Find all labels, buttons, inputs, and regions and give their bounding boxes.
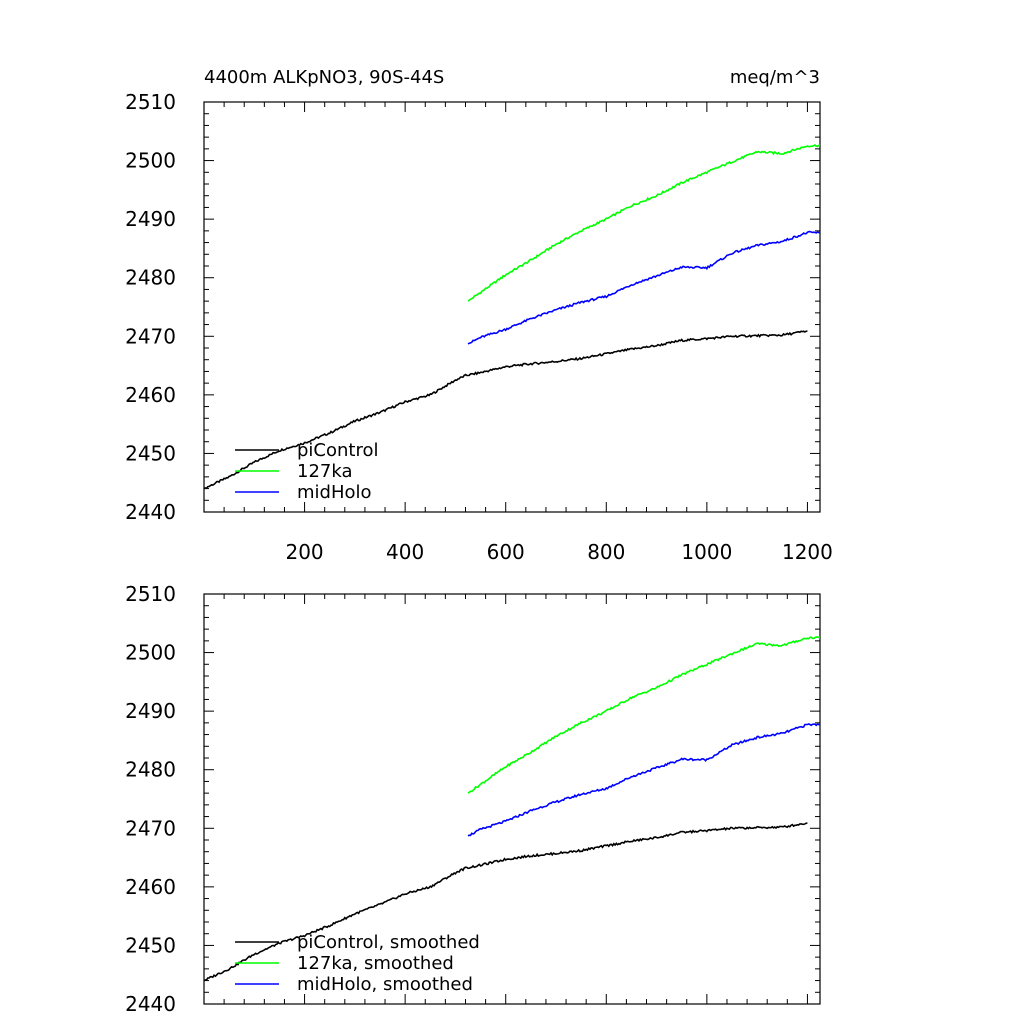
legend-label: piControl bbox=[297, 440, 379, 461]
y-tick-label: 2460 bbox=[125, 875, 176, 899]
series-line-picontrol bbox=[203, 822, 808, 982]
x-tick-label: 200 bbox=[285, 540, 323, 564]
series-line-127ka bbox=[467, 144, 821, 302]
series-line-picontrol bbox=[203, 330, 808, 490]
legend-label: midHolo, smoothed bbox=[297, 974, 473, 995]
series-line-midholo bbox=[467, 230, 820, 345]
y-tick-label: 2440 bbox=[125, 500, 176, 524]
series-line-127ka bbox=[467, 636, 821, 794]
legend-label: midHolo bbox=[297, 482, 372, 503]
y-tick-label: 2500 bbox=[125, 149, 176, 173]
x-tick-label: 1200 bbox=[782, 540, 833, 564]
legend-label: piControl, smoothed bbox=[297, 932, 480, 953]
y-tick-label: 2480 bbox=[125, 266, 176, 290]
y-tick-label: 2440 bbox=[125, 992, 176, 1016]
x-tick-label: 1000 bbox=[681, 540, 732, 564]
y-tick-label: 2490 bbox=[125, 699, 176, 723]
y-tick-label: 2470 bbox=[125, 816, 176, 840]
legend-label: 127ka bbox=[297, 461, 353, 482]
x-tick-label: 800 bbox=[587, 540, 625, 564]
x-tick-label: 400 bbox=[386, 540, 424, 564]
plot-frame bbox=[203, 593, 821, 1005]
y-tick-label: 2470 bbox=[125, 324, 176, 348]
top-panel: 4400m ALKpNO3, 90S-44S meq/m^3 2440 2450 2… bbox=[125, 67, 833, 564]
legend-label: 127ka, smoothed bbox=[297, 953, 454, 974]
bottom-panel: 2440 2450 2460 2470 2480 2490 2500 2510 piContro… bbox=[125, 582, 821, 1016]
y-tick-label: 2480 bbox=[125, 758, 176, 782]
y-tick-label: 2510 bbox=[125, 90, 176, 114]
plot-frame bbox=[203, 101, 821, 513]
y-tick-label: 2490 bbox=[125, 207, 176, 231]
y-tick-label: 2450 bbox=[125, 441, 176, 465]
x-tick-label: 600 bbox=[487, 540, 525, 564]
y-tick-label: 2500 bbox=[125, 641, 176, 665]
y-tick-label: 2510 bbox=[125, 582, 176, 606]
series-line-midholo bbox=[467, 723, 820, 837]
y-tick-label: 2460 bbox=[125, 383, 176, 407]
chart-title-left: 4400m ALKpNO3, 90S-44S bbox=[204, 67, 444, 88]
chart-units-label: meq/m^3 bbox=[730, 67, 820, 88]
y-tick-label: 2450 bbox=[125, 933, 176, 957]
